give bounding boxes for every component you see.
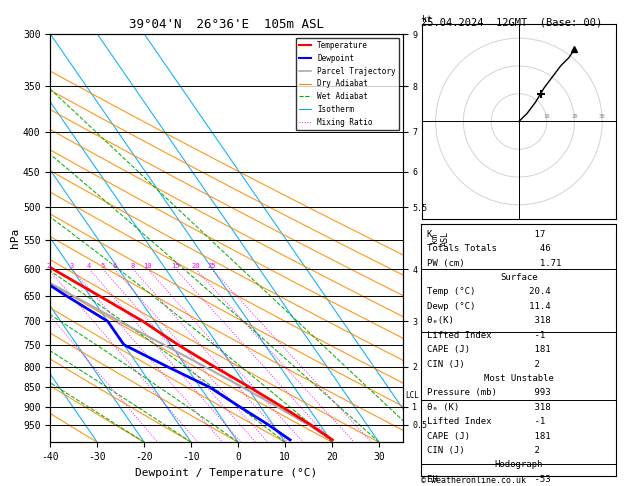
Text: 6: 6 <box>113 263 116 269</box>
Y-axis label: hPa: hPa <box>10 228 20 248</box>
Text: 25.04.2024  12GMT  (Base: 00): 25.04.2024 12GMT (Base: 00) <box>421 17 603 27</box>
Text: Hodograph: Hodograph <box>495 460 543 469</box>
Text: 20: 20 <box>571 114 577 119</box>
Text: Lifted Index        -1: Lifted Index -1 <box>427 417 545 426</box>
X-axis label: Dewpoint / Temperature (°C): Dewpoint / Temperature (°C) <box>135 468 318 478</box>
Text: EH                  -53: EH -53 <box>427 475 551 484</box>
Text: Most Unstable: Most Unstable <box>484 374 554 383</box>
Text: Totals Totals        46: Totals Totals 46 <box>427 244 551 253</box>
Y-axis label: km
ASL: km ASL <box>430 231 450 245</box>
Text: 4: 4 <box>87 263 91 269</box>
Text: 2: 2 <box>47 263 50 269</box>
Legend: Temperature, Dewpoint, Parcel Trajectory, Dry Adiabat, Wet Adiabat, Isotherm, Mi: Temperature, Dewpoint, Parcel Trajectory… <box>296 38 399 130</box>
Text: CIN (J)             2: CIN (J) 2 <box>427 446 540 455</box>
Text: © weatheronline.co.uk: © weatheronline.co.uk <box>421 476 526 485</box>
Text: 10: 10 <box>543 114 550 119</box>
Text: 30: 30 <box>599 114 606 119</box>
Text: K                   17: K 17 <box>427 230 545 239</box>
Text: 20: 20 <box>192 263 200 269</box>
Text: Pressure (mb)       993: Pressure (mb) 993 <box>427 388 551 398</box>
Text: 5: 5 <box>101 263 105 269</box>
Text: Dewp (°C)          11.4: Dewp (°C) 11.4 <box>427 302 551 311</box>
Text: CIN (J)             2: CIN (J) 2 <box>427 360 540 368</box>
Text: 3: 3 <box>70 263 74 269</box>
Text: 15: 15 <box>171 263 180 269</box>
Text: θₑ(K)               318: θₑ(K) 318 <box>427 316 551 325</box>
Title: 39°04'N  26°36'E  105m ASL: 39°04'N 26°36'E 105m ASL <box>129 18 324 32</box>
Text: Lifted Index        -1: Lifted Index -1 <box>427 330 545 340</box>
Text: θₑ (K)              318: θₑ (K) 318 <box>427 403 551 412</box>
Text: Temp (°C)          20.4: Temp (°C) 20.4 <box>427 288 551 296</box>
Text: 8: 8 <box>131 263 135 269</box>
Text: 10: 10 <box>143 263 152 269</box>
Text: PW (cm)              1.71: PW (cm) 1.71 <box>427 259 562 268</box>
Text: CAPE (J)            181: CAPE (J) 181 <box>427 432 551 440</box>
Text: Surface: Surface <box>500 273 538 282</box>
Text: kt: kt <box>421 15 431 24</box>
Text: 25: 25 <box>208 263 216 269</box>
Text: CAPE (J)            181: CAPE (J) 181 <box>427 345 551 354</box>
Text: LCL: LCL <box>405 391 419 399</box>
